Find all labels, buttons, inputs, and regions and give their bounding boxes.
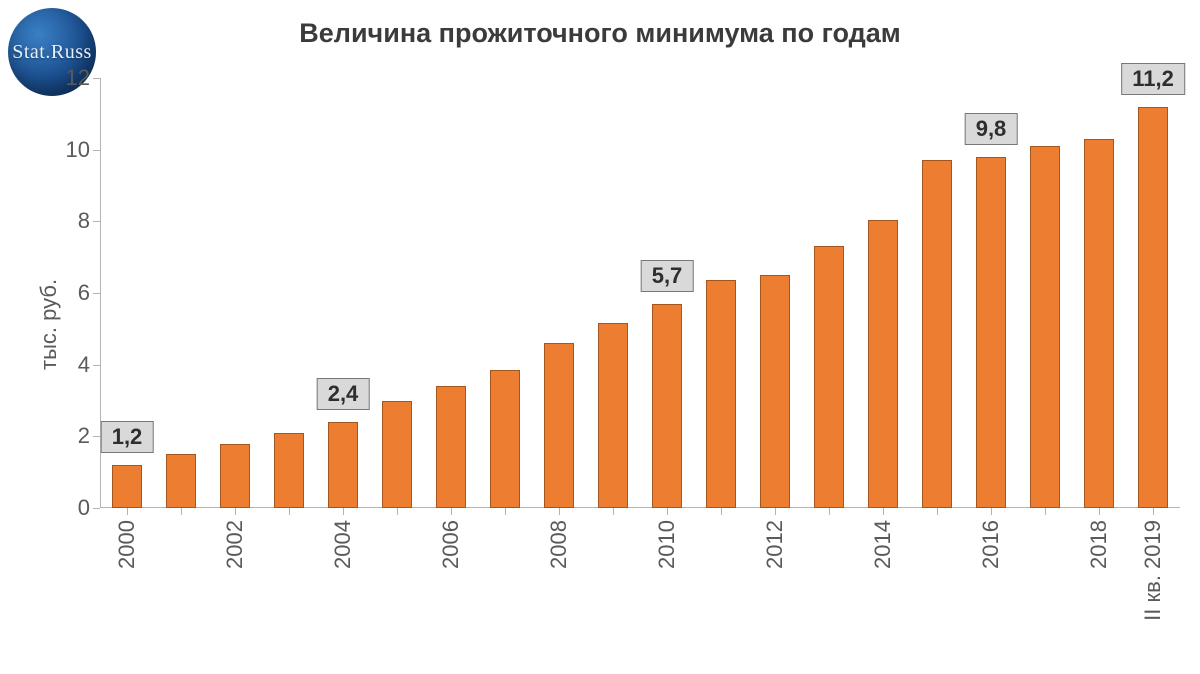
bar [220, 444, 250, 509]
y-tick-label: 2 [78, 423, 100, 449]
y-tick-label: 10 [66, 137, 100, 163]
bar [328, 422, 358, 508]
bar [922, 160, 952, 508]
bar [706, 280, 736, 508]
x-tick-mark [937, 508, 938, 515]
bar [1084, 139, 1114, 508]
x-tick-mark [505, 508, 506, 515]
plot-area: 1,22,45,79,811,2 02468101220002002200420… [100, 78, 1180, 508]
x-tick-mark [1153, 508, 1154, 515]
bar [814, 246, 844, 508]
bar [976, 157, 1006, 508]
x-tick-mark [829, 508, 830, 515]
y-tick-label: 4 [78, 352, 100, 378]
x-tick-label: 2010 [654, 520, 680, 569]
x-tick-label: 2006 [438, 520, 464, 569]
x-tick-label: 2018 [1086, 520, 1112, 569]
y-tick-label: 0 [78, 495, 100, 521]
y-axis-label: тыс. руб. [36, 279, 62, 370]
x-tick-label: 2014 [870, 520, 896, 569]
bar [166, 454, 196, 508]
x-tick-label: II кв. 2019 [1140, 520, 1166, 621]
x-tick-mark [451, 508, 452, 515]
bar [382, 401, 412, 509]
x-tick-mark [667, 508, 668, 515]
bar [544, 343, 574, 508]
bar [760, 275, 790, 508]
y-tick-label: 6 [78, 280, 100, 306]
bar [598, 323, 628, 508]
bar [1138, 107, 1168, 508]
x-tick-mark [1099, 508, 1100, 515]
y-tick-label: 12 [66, 65, 100, 91]
x-tick-mark [1045, 508, 1046, 515]
x-tick-label: 2002 [222, 520, 248, 569]
x-tick-mark [775, 508, 776, 515]
chart-container: Stat.Russ Величина прожиточного минимума… [0, 0, 1200, 674]
bars-group: 1,22,45,79,811,2 [100, 78, 1180, 508]
chart-title: Величина прожиточного минимума по годам [0, 18, 1200, 49]
value-callout: 1,2 [101, 421, 154, 453]
bar [652, 304, 682, 508]
x-tick-mark [721, 508, 722, 515]
x-tick-label: 2000 [114, 520, 140, 569]
x-tick-mark [127, 508, 128, 515]
x-tick-label: 2004 [330, 520, 356, 569]
value-callout: 2,4 [317, 378, 370, 410]
bar [274, 433, 304, 508]
value-callout: 11,2 [1121, 63, 1185, 95]
x-tick-mark [991, 508, 992, 515]
bar [1030, 146, 1060, 508]
x-tick-mark [181, 508, 182, 515]
value-callout: 5,7 [641, 260, 694, 292]
x-tick-mark [235, 508, 236, 515]
y-tick-label: 8 [78, 208, 100, 234]
x-tick-mark [883, 508, 884, 515]
x-tick-mark [343, 508, 344, 515]
bar [868, 220, 898, 508]
x-tick-mark [559, 508, 560, 515]
bar [490, 370, 520, 508]
x-tick-label: 2008 [546, 520, 572, 569]
bar [112, 465, 142, 508]
x-tick-mark [397, 508, 398, 515]
x-tick-label: 2016 [978, 520, 1004, 569]
bar [436, 386, 466, 508]
x-tick-mark [613, 508, 614, 515]
x-tick-label: 2012 [762, 520, 788, 569]
value-callout: 9,8 [965, 113, 1018, 145]
x-tick-mark [289, 508, 290, 515]
